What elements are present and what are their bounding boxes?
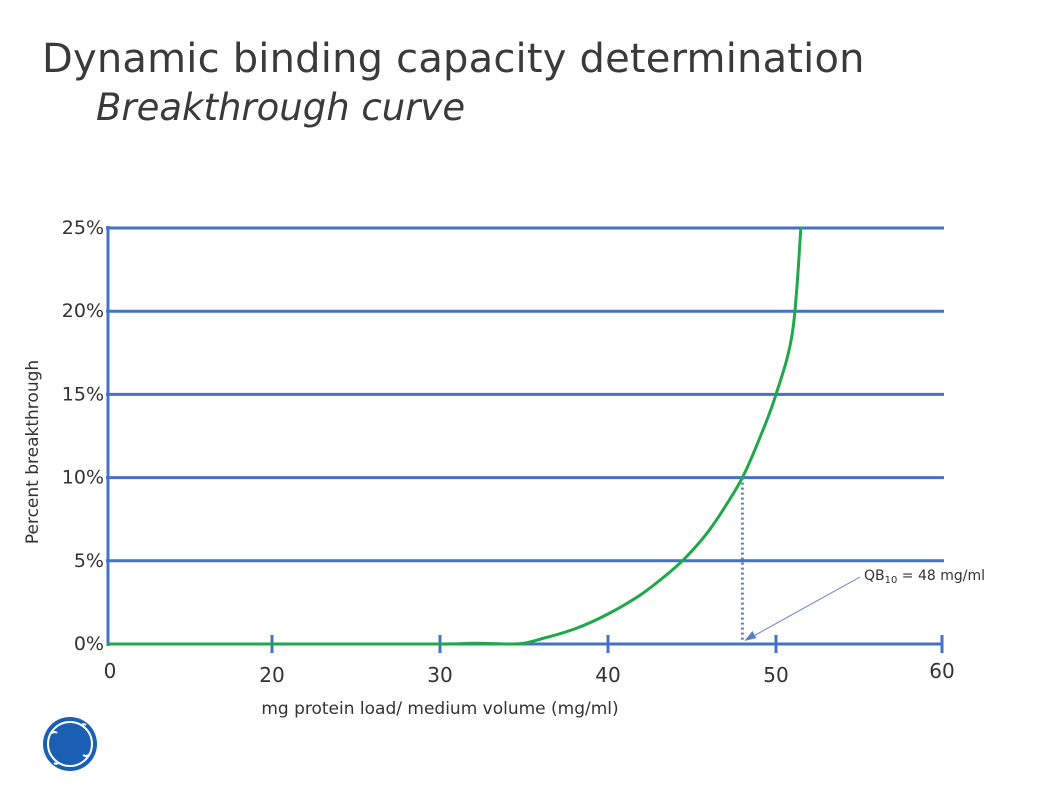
y-tick-label: 20%: [62, 300, 104, 322]
x-tick-label: 20: [259, 663, 284, 687]
y-axis-title: Percent breakthrough: [23, 360, 43, 544]
ge-logo-icon: [43, 717, 97, 771]
x-tick-label: 0: [104, 659, 117, 683]
y-tick-label: 10%: [62, 467, 104, 489]
breakthrough-curve: [106, 226, 803, 646]
slide-title: Dynamic binding capacity determination: [42, 36, 865, 82]
slide-subtitle: Breakthrough curve: [96, 86, 466, 129]
x-tick-label: 40: [595, 663, 620, 687]
y-tick-label: 5%: [74, 550, 104, 572]
y-tick-label: 15%: [62, 383, 104, 405]
qb10-annotation: QB10 = 48 mg/ml: [864, 568, 985, 586]
x-tick-label: 50: [763, 663, 788, 687]
x-tick-label: 30: [427, 663, 452, 687]
x-tick-label: 60: [929, 659, 954, 683]
annotation-arrow-line: [746, 576, 861, 641]
x-axis-title: mg protein load/ medium volume (mg/ml): [261, 699, 618, 719]
annotation-arrow-head: [744, 631, 757, 641]
y-tick-label: 0%: [74, 633, 104, 655]
y-tick-label: 25%: [62, 217, 104, 239]
